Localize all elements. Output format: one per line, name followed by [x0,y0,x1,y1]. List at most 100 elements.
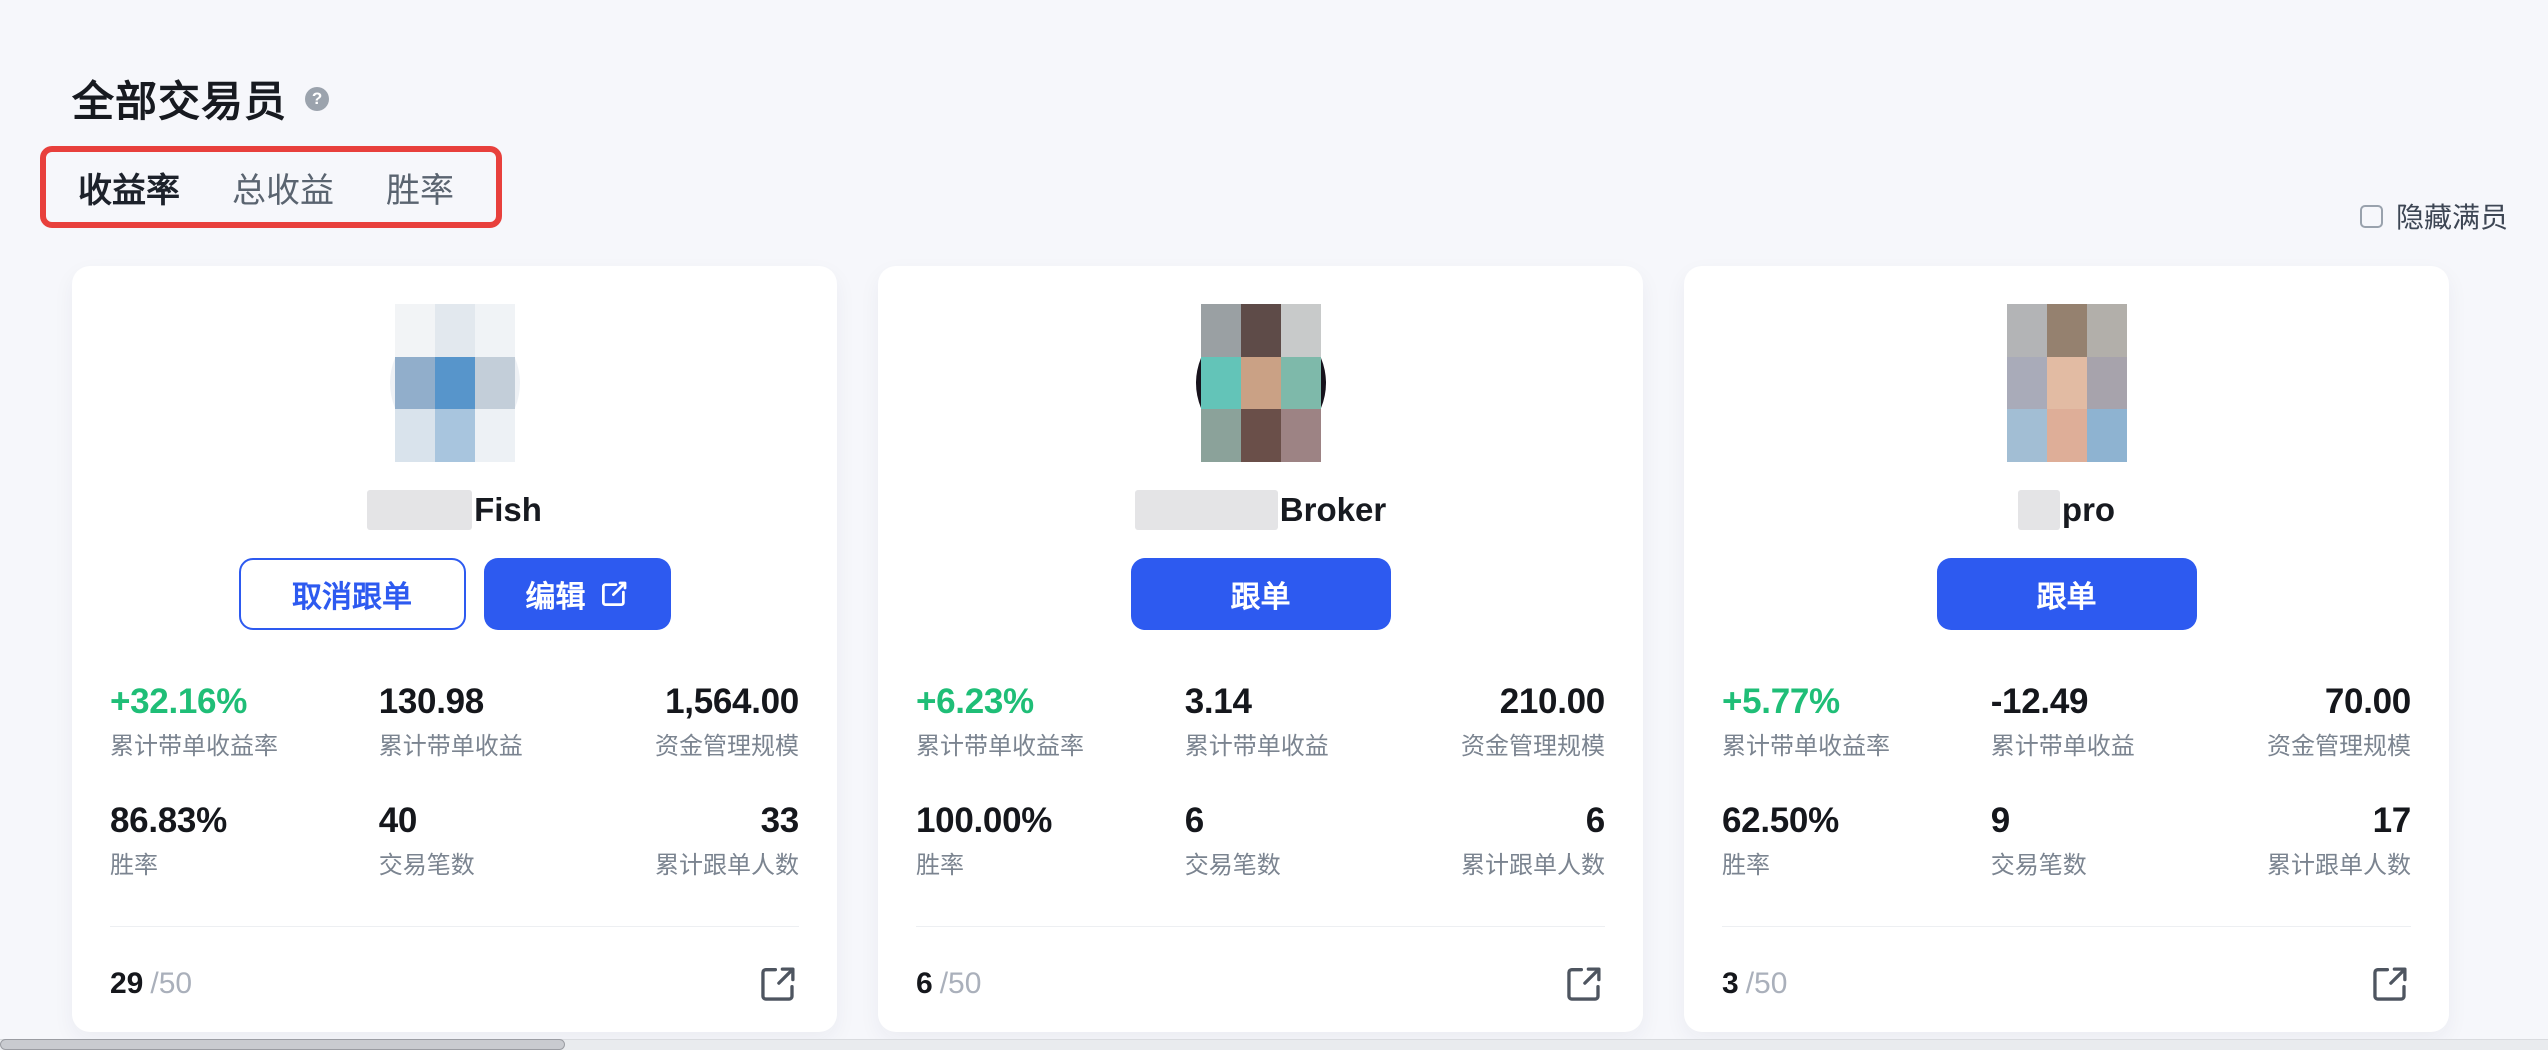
stat-win-rate: 100.00% 胜率 [916,799,1185,882]
stat-aum: 1,564.00 资金管理规模 [599,680,799,763]
trader-avatar[interactable] [2001,304,2132,462]
stat-trade-count: 6 交易笔数 [1185,799,1405,882]
stat-total-pnl: 130.98 累计带单收益 [379,680,599,763]
external-link-icon[interactable] [2369,963,2411,1005]
stat-value: 40 [378,801,418,840]
stat-label: 累计带单收益率 [1722,733,1890,760]
stat-label: 累计带单收益率 [916,733,1084,760]
stat-value: 210.00 [1499,682,1606,721]
follow-button[interactable]: 跟单 [1936,558,2197,630]
slots-current: 6 [916,967,933,1000]
card-footer: 3 /50 [1722,961,2411,1007]
stat-label: 累计带单收益 [1990,733,2135,760]
button-label: 取消跟单 [292,581,412,614]
trader-stats: +6.23% 累计带单收益率 3.14 累计带单收益 210.00 资金管理规模… [916,680,1605,882]
stat-value: -12.49 [1990,682,2089,721]
avatar-pixelated-mosaic [394,304,515,462]
stat-follower-count: 6 累计跟单人数 [1405,799,1605,882]
stat-value: +32.16% [110,682,248,721]
stat-trade-count: 40 交易笔数 [379,799,599,882]
stat-label: 累计跟单人数 [2266,852,2411,879]
card-footer: 29 /50 [110,961,799,1007]
stat-value: +6.23% [916,682,1034,721]
slots-current: 29 [110,967,144,1000]
page-title: 全部交易员 [72,78,288,125]
external-link-icon[interactable] [1563,963,1605,1005]
hide-full-toggle[interactable]: 隐藏满员 [2359,196,2508,236]
follower-slots: 29 /50 [110,967,192,1001]
button-label: 跟单 [2036,581,2097,614]
edit-button[interactable]: 编辑 [483,558,671,630]
stat-label: 胜率 [110,852,158,879]
stat-total-pnl: 3.14 累计带单收益 [1185,680,1405,763]
trader-name: Broker [1279,491,1387,528]
stat-label: 交易笔数 [1184,852,1281,879]
slots-capacity: /50 [939,967,982,1000]
stat-label: 资金管理规模 [2266,733,2411,760]
trader-avatar[interactable] [389,304,520,462]
slots-capacity: /50 [1745,967,1788,1000]
stat-value: 17 [2372,801,2412,840]
trader-card: Broker 跟单 +6.23% 累计带单收益率 3.14 累计带单收益 210… [878,266,1643,1032]
stat-label: 累计跟单人数 [654,852,799,879]
card-divider [1722,926,2411,927]
trader-name-row: Broker [916,488,1605,532]
stat-value: 6 [1184,801,1204,840]
avatar-pixelated-mosaic [1200,304,1321,462]
stat-win-rate: 86.83% 胜率 [110,799,379,882]
trader-stats: +32.16% 累计带单收益率 130.98 累计带单收益 1,564.00 资… [110,680,799,882]
button-label: 编辑 [525,581,586,614]
stat-label: 交易笔数 [378,852,475,879]
stat-value: 3.14 [1184,682,1252,721]
trader-name: Fish [474,491,542,528]
stat-label: 胜率 [1722,852,1770,879]
stat-aum: 210.00 资金管理规模 [1405,680,1605,763]
stat-value: 62.50% [1722,801,1839,840]
trader-cards-row: Fish 取消跟单 编辑 +32.16% 累计带单收益率 130.98 累计带单收… [72,266,2449,1032]
edit-icon [599,579,629,609]
slots-capacity: /50 [150,967,193,1000]
stat-value: +5.77% [1722,682,1840,721]
stat-label: 资金管理规模 [1460,733,1605,760]
cancel-follow-button[interactable]: 取消跟单 [238,558,466,630]
stat-value: 33 [760,801,800,840]
follow-button[interactable]: 跟单 [1130,558,1391,630]
trader-name-row: Fish [110,488,799,532]
stat-win-rate: 62.50% 胜率 [1722,799,1991,882]
external-link-icon[interactable] [757,963,799,1005]
stat-value: 9 [1990,801,2010,840]
card-actions: 跟单 [1722,558,2411,630]
stat-value: 100.00% [916,801,1053,840]
stat-label: 交易笔数 [1990,852,2087,879]
avatar-pixelated-mosaic [2006,304,2127,462]
stat-label: 累计带单收益 [1184,733,1329,760]
horizontal-scrollbar-thumb[interactable] [0,1039,565,1050]
trader-card: Fish 取消跟单 编辑 +32.16% 累计带单收益率 130.98 累计带单收… [72,266,837,1032]
tab-win-rate[interactable]: 胜率 [386,171,454,210]
stat-roi-rate: +32.16% 累计带单收益率 [110,680,379,763]
slots-current: 3 [1722,967,1739,1000]
trader-card: pro 跟单 +5.77% 累计带单收益率 -12.49 累计带单收益 70.0… [1684,266,2449,1032]
stat-value: 130.98 [378,682,485,721]
help-icon[interactable]: ? [305,86,330,111]
button-label: 跟单 [1230,581,1291,614]
trader-avatar[interactable] [1195,304,1326,462]
sort-tabs-annotation-box: 收益率 总收益 胜率 [40,146,502,228]
stat-follower-count: 33 累计跟单人数 [599,799,799,882]
name-redaction-block [367,490,473,530]
stat-follower-count: 17 累计跟单人数 [2211,799,2411,882]
stat-label: 累计跟单人数 [1460,852,1605,879]
stat-value: 86.83% [110,801,227,840]
hide-full-label: 隐藏满员 [2395,202,2508,233]
stat-roi-rate: +6.23% 累计带单收益率 [916,680,1185,763]
trader-name-row: pro [1722,488,2411,532]
tab-roi-rate[interactable]: 收益率 [78,171,180,210]
trader-name: pro [2061,491,2116,528]
stat-value: 1,564.00 [665,682,799,721]
tab-total-pnl[interactable]: 总收益 [232,171,334,210]
stat-aum: 70.00 资金管理规模 [2211,680,2411,763]
follower-slots: 3 /50 [1722,967,1787,1001]
page-header: 全部交易员 ? [72,68,330,129]
stat-roi-rate: +5.77% 累计带单收益率 [1722,680,1991,763]
hide-full-checkbox[interactable] [2359,204,2383,228]
